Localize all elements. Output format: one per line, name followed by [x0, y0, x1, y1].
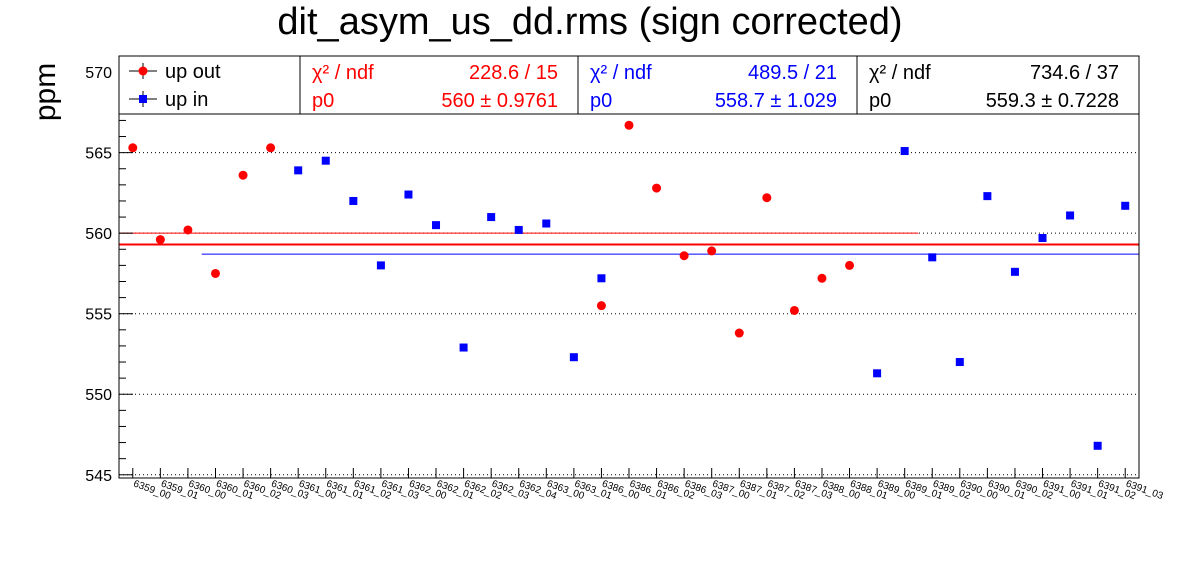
chi2-value: 228.6 / 15: [469, 62, 558, 84]
data-point-up-in: [376, 261, 385, 270]
data-point-up-in: [459, 343, 468, 352]
data-point-up-out: [707, 246, 717, 256]
stats-box: χ² / ndf 228.6 / 15 p0 560 ± 0.9761 χ² / ndf…: [299, 55, 1140, 115]
chi2-value: 734.6 / 37: [1030, 62, 1119, 84]
data-point-up-in: [487, 213, 496, 222]
plot-frame: [118, 55, 1140, 479]
stats-box-frame: [856, 55, 1140, 115]
p0-value: 560 ± 0.9761: [441, 90, 558, 112]
data-point-up-out: [128, 143, 138, 153]
y-tick-label: 550: [85, 387, 112, 404]
p0-label: p0: [590, 90, 612, 112]
data-point-up-out: [155, 235, 165, 245]
data-point-up-in: [1093, 441, 1102, 450]
data-point-up-in: [1038, 234, 1047, 243]
data-point-up-out: [238, 170, 248, 180]
data-point-up-in: [983, 192, 992, 201]
y-tick-label: 565: [85, 146, 112, 163]
data-point-up-out: [817, 273, 827, 283]
data-point-up-in: [404, 190, 413, 199]
chi2-label: χ² / ndf: [312, 62, 374, 84]
data-point-up-in: [349, 196, 358, 205]
stats-box-frame: [577, 55, 858, 115]
data-point-up-out: [624, 120, 634, 130]
data-point-up-in: [1066, 211, 1075, 220]
y-tick-label: 545: [85, 468, 112, 485]
data-point-up-in: [873, 369, 882, 378]
y-tick-label: 570: [85, 65, 112, 82]
legend: up out up in: [118, 55, 301, 115]
data-point-up-in: [294, 166, 303, 175]
data-point-up-out: [789, 305, 799, 315]
data-point-up-out: [845, 260, 855, 270]
chi2-label: χ² / ndf: [590, 62, 652, 84]
data-point-up-in: [1010, 267, 1019, 276]
stats-box-frame: [299, 55, 579, 115]
data-point-up-in: [569, 353, 578, 362]
p0-value: 558.7 ± 1.029: [715, 90, 837, 112]
data-point-up-out: [596, 301, 606, 311]
chart-title: dit_asym_us_dd.rms (sign corrected): [277, 1, 902, 43]
data-point-up-out: [679, 251, 689, 261]
data-point-up-in: [597, 274, 606, 283]
data-point-up-out: [652, 183, 662, 193]
legend-marker-up-out: [138, 66, 148, 76]
axes: 5455505555605655706359_006359_016360_006…: [85, 55, 1165, 502]
data-point-up-out: [183, 225, 193, 235]
legend-label: up in: [165, 89, 208, 111]
data-point-up-in: [955, 358, 964, 367]
data-point-up-in: [514, 225, 523, 234]
y-tick-label: 560: [85, 226, 112, 243]
legend-frame: [118, 55, 301, 115]
data-point-up-out: [266, 143, 276, 153]
data-point-up-in: [432, 221, 441, 230]
p0-label: p0: [312, 90, 334, 112]
data-point-up-out: [210, 268, 220, 278]
data-points: [128, 120, 1130, 450]
data-point-up-in: [900, 147, 909, 156]
y-tick-label: 555: [85, 307, 112, 324]
data-point-up-in: [928, 253, 937, 262]
legend-label: up out: [165, 61, 221, 83]
data-point-up-in: [321, 156, 330, 165]
chi2-value: 489.5 / 21: [748, 62, 837, 84]
p0-label: p0: [869, 90, 891, 112]
grid: [119, 71, 1139, 476]
legend-marker-up-in: [139, 95, 147, 103]
data-point-up-in: [1121, 201, 1130, 210]
fit-lines: [119, 232, 1139, 255]
y-axis-label: ppm: [29, 63, 62, 121]
p0-value: 559.3 ± 0.7228: [986, 90, 1119, 112]
data-point-up-out: [762, 193, 772, 203]
chi2-label: χ² / ndf: [869, 62, 931, 84]
data-point-up-in: [542, 219, 551, 228]
data-point-up-out: [734, 328, 744, 338]
